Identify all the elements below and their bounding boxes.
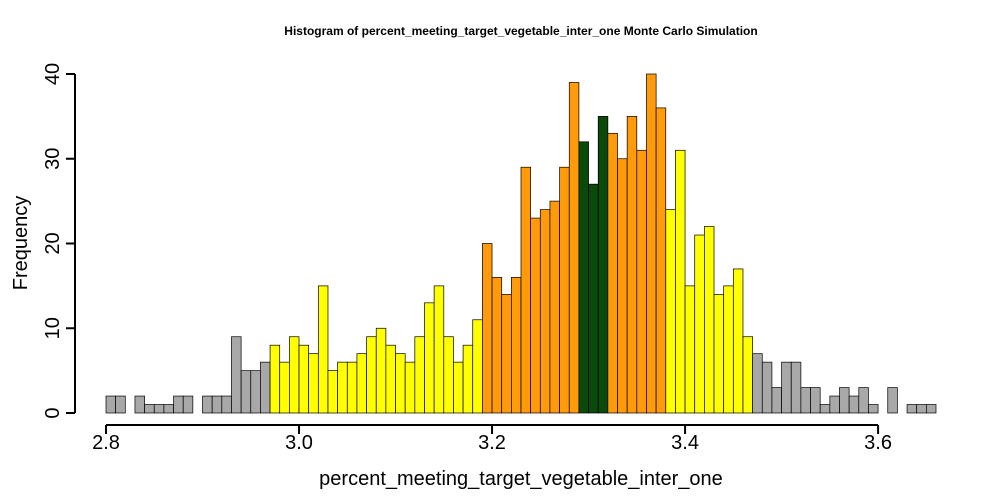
histogram-bar: [636, 149, 647, 414]
histogram-bar: [646, 73, 657, 414]
histogram-bar: [395, 353, 406, 414]
histogram-bar: [433, 285, 445, 414]
histogram-bar: [385, 344, 396, 414]
histogram-bar: [925, 404, 937, 414]
histogram-bar: [240, 370, 252, 414]
x-axis: 2.8 3.0 3.2 3.4 3.6: [92, 424, 892, 454]
histogram-bar: [568, 82, 580, 414]
histogram-bar: [260, 361, 271, 414]
histogram-bar: [144, 404, 155, 414]
histogram-bars: [105, 73, 937, 414]
histogram-bar: [771, 387, 782, 414]
histogram-bar: [752, 353, 763, 414]
histogram-bar: [289, 336, 300, 414]
histogram-bar: [317, 285, 329, 414]
histogram-bar: [858, 387, 869, 414]
histogram-bar: [511, 277, 522, 414]
histogram-bar: [655, 107, 667, 414]
histogram-bar: [713, 294, 725, 414]
histogram-bar: [549, 200, 560, 414]
histogram-bar: [597, 116, 609, 414]
histogram-bar: [308, 353, 319, 414]
histogram-bar: [790, 361, 802, 414]
histogram-bar: [298, 344, 310, 414]
histogram-bar: [337, 361, 348, 414]
histogram-bar: [375, 327, 387, 414]
histogram-bar: [453, 361, 464, 414]
histogram-bar: [626, 116, 638, 414]
histogram-bar: [868, 404, 879, 414]
histogram-bar: [819, 404, 831, 414]
y-tick-label: 0: [42, 407, 64, 418]
y-tick-label: 20: [42, 232, 64, 254]
histogram-bar: [906, 404, 918, 414]
y-axis-title: Frequency: [10, 196, 32, 291]
histogram-bar: [694, 234, 705, 414]
histogram-bar: [539, 209, 551, 414]
histogram-bar: [675, 149, 686, 414]
histogram-bar: [781, 361, 792, 414]
chart-title: Histogram of percent_meeting_target_vege…: [284, 24, 757, 38]
histogram-bar: [211, 395, 223, 414]
histogram-bar: [530, 217, 541, 414]
x-tick-label: 3.2: [478, 432, 506, 454]
x-tick-label: 3.6: [864, 432, 892, 454]
histogram-bar: [182, 395, 194, 414]
histogram-bar: [761, 361, 773, 414]
histogram-bar: [491, 277, 503, 414]
histogram-bar: [839, 387, 850, 414]
histogram-bar: [443, 336, 454, 414]
histogram-bar: [134, 395, 145, 414]
x-axis-title: percent_meeting_target_vegetable_inter_o…: [319, 468, 723, 490]
x-tick-label: 3.0: [285, 432, 313, 454]
histogram-bar: [829, 395, 840, 414]
histogram-bar: [269, 344, 281, 414]
histogram-bar: [684, 285, 696, 414]
histogram-bar: [115, 395, 126, 414]
histogram-bar: [153, 404, 165, 414]
histogram-bar: [231, 336, 242, 414]
histogram-bar: [916, 404, 927, 414]
histogram-bar: [472, 319, 483, 414]
histogram-bar: [887, 387, 898, 414]
histogram-bar: [723, 285, 734, 414]
histogram-bar: [221, 395, 232, 414]
histogram-bar: [732, 268, 744, 414]
histogram-bar: [848, 395, 860, 414]
histogram-bar: [810, 387, 821, 414]
histogram-bar: [800, 387, 811, 414]
histogram-bar: [173, 395, 184, 414]
histogram-bar: [279, 361, 290, 414]
histogram-bar: [742, 336, 753, 414]
histogram-bar: [327, 370, 338, 414]
histogram-bar: [501, 294, 512, 414]
y-axis: 0 10 20 30 40: [42, 63, 76, 419]
histogram-bar: [356, 353, 367, 414]
histogram-bar: [163, 404, 174, 414]
histogram-bar: [462, 344, 474, 414]
x-tick-label: 2.8: [92, 432, 120, 454]
histogram-bar: [578, 141, 589, 414]
histogram-bar: [346, 361, 358, 414]
histogram-bar: [665, 209, 676, 414]
histogram-bar: [617, 158, 628, 414]
histogram-bar: [424, 302, 435, 414]
histogram-bar: [607, 132, 618, 414]
y-tick-label: 30: [42, 148, 64, 170]
histogram-bar: [414, 336, 425, 414]
histogram-bar: [588, 183, 599, 414]
y-tick-label: 40: [42, 63, 64, 85]
histogram-bar: [559, 166, 570, 414]
histogram-bar: [704, 226, 715, 414]
histogram-bar: [366, 336, 377, 414]
histogram-bar: [520, 166, 531, 414]
histogram-bar: [404, 361, 416, 414]
x-tick-label: 3.4: [671, 432, 699, 454]
histogram-bar: [250, 370, 261, 414]
y-tick-label: 10: [42, 317, 64, 339]
histogram-bar: [202, 395, 213, 414]
histogram-bar: [482, 243, 493, 414]
histogram-bar: [105, 395, 116, 414]
